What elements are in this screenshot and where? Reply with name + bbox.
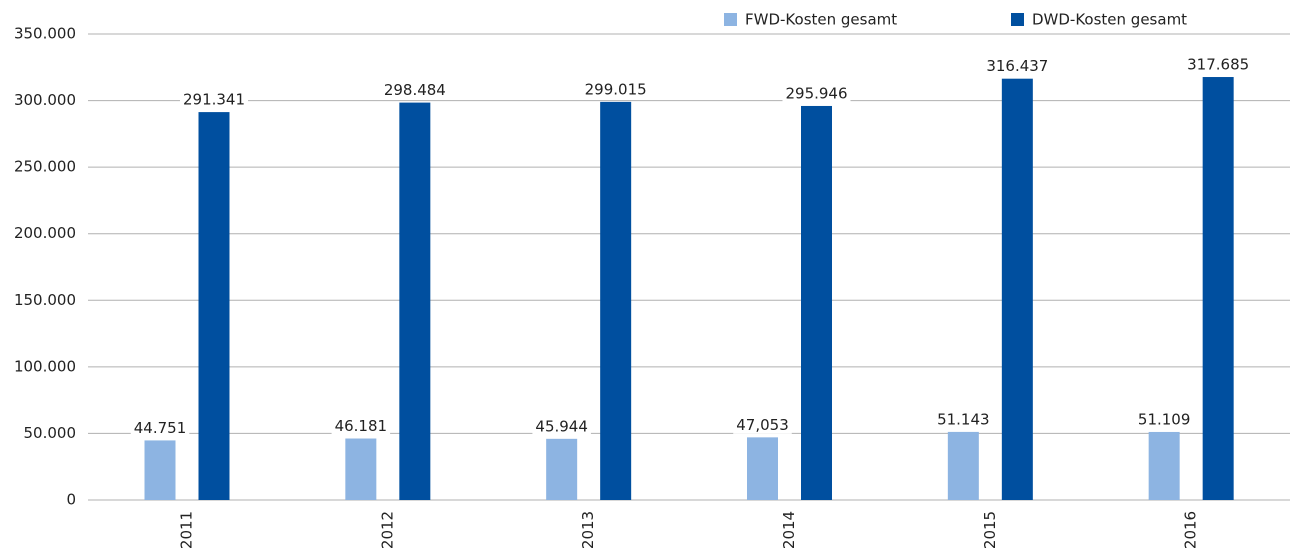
label-bg — [179, 90, 249, 109]
bar — [947, 431, 979, 500]
x-tick-label: 2012 — [378, 511, 396, 549]
x-tick-label: 2013 — [579, 511, 597, 549]
data-label: 46.181 — [335, 417, 388, 435]
label-bg — [130, 418, 190, 437]
label-bg — [380, 81, 449, 100]
data-label: 45.944 — [535, 417, 588, 435]
bar — [1202, 77, 1234, 500]
y-tick-label: 300.000 — [14, 91, 76, 109]
bar — [144, 440, 176, 500]
label-bg — [782, 84, 851, 103]
legend-swatch — [1011, 13, 1024, 26]
label-bg — [733, 415, 792, 434]
bar — [399, 102, 431, 500]
y-tick-label: 350.000 — [14, 25, 76, 43]
label-bg — [983, 57, 1052, 76]
x-tick-label: 2014 — [780, 511, 798, 549]
label-bg — [1134, 410, 1194, 429]
label-bg — [331, 417, 391, 436]
bar — [747, 437, 778, 500]
bar — [198, 112, 230, 500]
y-tick-label: 100.000 — [14, 357, 76, 375]
legend-swatch — [724, 13, 737, 26]
data-label: 298.484 — [384, 81, 446, 99]
legend-label: FWD-Kosten gesamt — [745, 11, 897, 29]
label-bg — [1184, 55, 1253, 74]
bar — [345, 438, 377, 500]
y-tick-label: 50.000 — [24, 424, 77, 442]
label-bg — [581, 80, 650, 99]
bar — [801, 105, 832, 500]
bar — [1001, 78, 1033, 500]
data-label: 317.685 — [1187, 56, 1249, 74]
data-label: 44.751 — [134, 419, 187, 437]
y-tick-label: 0 — [66, 491, 76, 509]
data-label: 51.109 — [1138, 410, 1191, 428]
label-bg — [532, 417, 591, 436]
data-label: 299.015 — [585, 80, 647, 98]
x-tick-label: 2015 — [981, 511, 999, 549]
data-label: 295.946 — [785, 84, 847, 102]
legend-label: DWD-Kosten gesamt — [1032, 11, 1187, 29]
x-tick-label: 2016 — [1182, 511, 1200, 549]
bar — [1148, 431, 1180, 500]
data-label: 291.341 — [183, 91, 245, 109]
label-bg — [934, 410, 993, 429]
data-label: 51.143 — [937, 410, 990, 428]
bar — [546, 438, 578, 500]
y-tick-label: 200.000 — [14, 224, 76, 242]
x-tick-label: 2011 — [178, 511, 196, 549]
y-tick-label: 250.000 — [14, 158, 76, 176]
bar — [600, 101, 632, 501]
data-label: 47,053 — [736, 416, 789, 434]
y-tick-label: 150.000 — [14, 291, 76, 309]
data-label: 316.437 — [986, 57, 1048, 75]
